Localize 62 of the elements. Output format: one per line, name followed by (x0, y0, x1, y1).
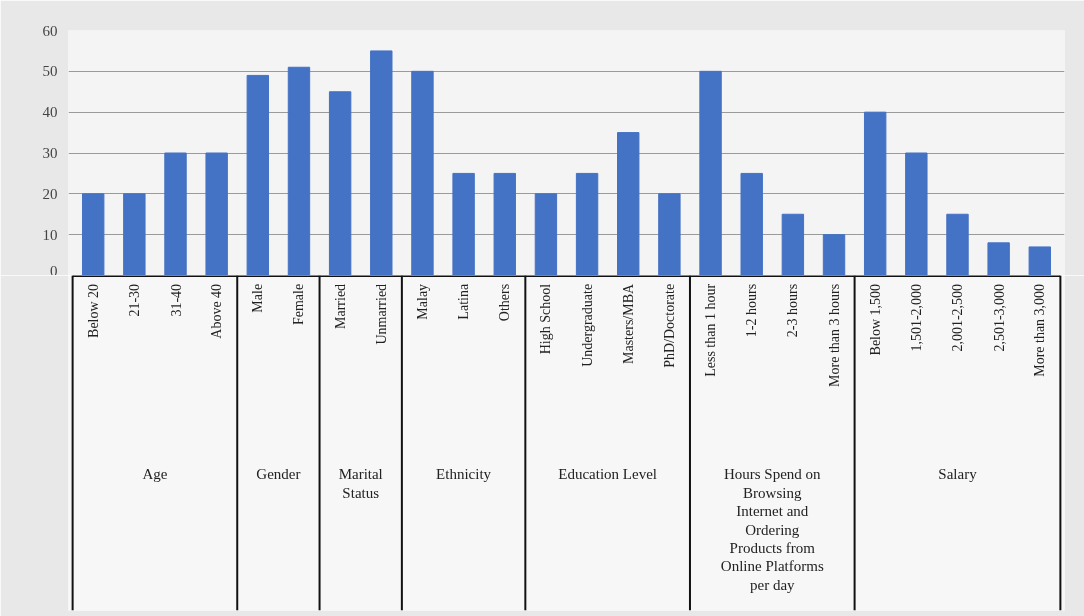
bar (905, 152, 928, 275)
bar (740, 172, 763, 275)
text: Age (142, 466, 168, 483)
y-tick-label: 30 (42, 145, 58, 161)
x-tick-label: More than 3,000 (1032, 283, 1048, 377)
y-tick-label: 60 (42, 22, 58, 39)
bar (81, 193, 105, 275)
bar (987, 242, 1010, 275)
x-tick-label: Below 1,500 (867, 283, 883, 356)
x-tick-label: 1-2 hours (744, 283, 760, 338)
y-tick-label: 10 (42, 226, 58, 243)
bar (1028, 246, 1052, 275)
x-tick-label: 1,501-2,000 (909, 283, 925, 352)
x-tick-label: Malay (414, 283, 430, 320)
text: Education Level (558, 466, 658, 483)
bar (658, 193, 681, 275)
x-tick-label: More than 3 hours (826, 283, 842, 387)
x-tick-label: Latina (456, 283, 472, 320)
bar (946, 213, 969, 275)
bar (617, 132, 640, 275)
y-tick-label: 50 (42, 63, 58, 80)
text: Ethnicity (436, 466, 492, 483)
bar (534, 193, 558, 275)
x-tick-label: High School (538, 283, 554, 355)
x-tick-label: Below 20 (85, 283, 101, 338)
bar (781, 213, 805, 275)
bar (493, 172, 516, 275)
x-tick-label: Unmarried (373, 283, 389, 345)
text: Hours Spend on Browsing Internet and Ordering Products from Online Platforms per day (720, 466, 824, 593)
bar (575, 172, 599, 275)
y-tick-label: 40 (42, 104, 58, 121)
bar (123, 193, 146, 275)
y-tick-label: 20 (42, 185, 58, 202)
x-tick-label: 21-30 (127, 283, 143, 317)
bar (164, 152, 187, 275)
bar (452, 172, 475, 275)
x-tick-label: Masters/MBA (620, 282, 636, 364)
x-tick-label: Others (497, 283, 513, 322)
bar (822, 234, 846, 275)
bar (370, 50, 393, 275)
x-tick-label: Undergraduate (579, 283, 595, 367)
x-tick-label: Less than 1 hour (703, 283, 719, 377)
x-tick-label: PhD/Doctorate (661, 283, 677, 368)
bar (863, 111, 887, 275)
bar (699, 70, 722, 275)
bar (287, 66, 311, 275)
bar (246, 74, 270, 275)
text: Gender (256, 466, 301, 483)
x-tick-label: Married (332, 283, 348, 329)
bar (328, 91, 352, 275)
x-tick-label: Above 40 (209, 283, 225, 339)
bar (205, 152, 228, 275)
text: Salary (938, 466, 978, 483)
text: Marital Status (338, 466, 383, 501)
bar (411, 70, 434, 275)
x-tick-label: 31-40 (168, 283, 184, 317)
x-tick-label: 2-3 hours (785, 283, 801, 338)
x-tick-label: Male (250, 283, 266, 313)
x-tick-label: 2,001-2,500 (950, 283, 966, 352)
x-tick-label: Female (291, 283, 307, 326)
x-tick-label: 2,501-3,000 (991, 283, 1007, 352)
y-tick-label: 0 (50, 262, 58, 279)
